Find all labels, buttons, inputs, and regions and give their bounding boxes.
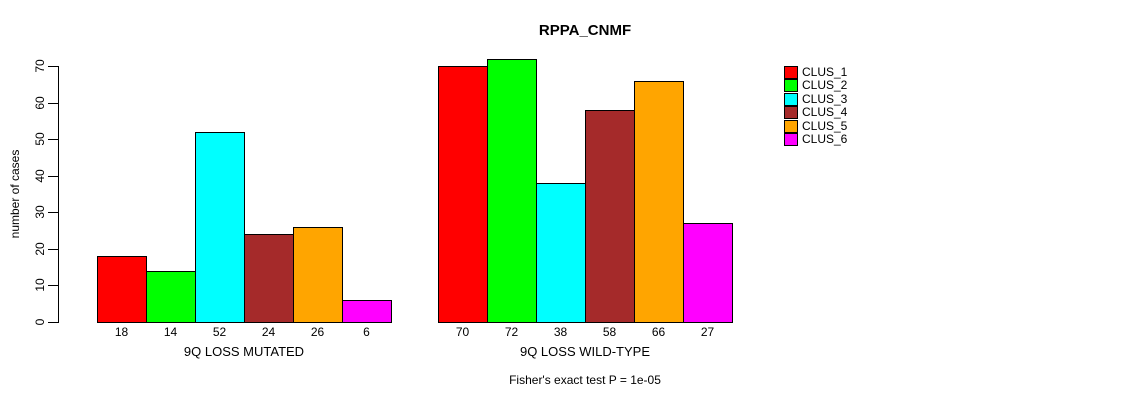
legend-item-clus_1: CLUS_1 (784, 66, 847, 79)
y-tick (48, 139, 58, 140)
bar-value-label: 38 (553, 325, 568, 339)
y-tick-label: 60 (33, 96, 47, 110)
bar-clus_2-group1 (146, 271, 196, 323)
bar-clus_4-group1 (244, 234, 294, 323)
legend: CLUS_1 CLUS_2 CLUS_3 CLUS_4 CLUS_5 CLUS_6 (784, 66, 904, 156)
legend-swatch-clus_4 (784, 106, 798, 119)
bar-clus_3-group1 (195, 132, 245, 323)
legend-swatch-clus_6 (784, 133, 798, 146)
y-tick (48, 176, 58, 177)
bar-value-label: 27 (700, 325, 715, 339)
y-axis-line (58, 66, 59, 323)
y-tick-label: 10 (33, 278, 47, 292)
bar-clus_2-group2 (487, 59, 537, 323)
legend-item-clus_6: CLUS_6 (784, 133, 847, 146)
y-tick (48, 322, 58, 323)
y-tick (48, 66, 58, 67)
legend-swatch-clus_2 (784, 79, 798, 92)
y-tick-label: 70 (33, 59, 47, 73)
x-group-label-wild-type: 9Q LOSS WILD-TYPE (519, 344, 651, 359)
footnote-fisher-test: Fisher's exact test P = 1e-05 (509, 373, 661, 387)
legend-label: CLUS_5 (802, 119, 848, 133)
bar-value-label: 66 (651, 325, 666, 339)
y-tick-label: 0 (33, 318, 47, 326)
legend-label: CLUS_3 (802, 92, 848, 106)
bar-value-label: 26 (310, 325, 325, 339)
bar-value-label: 24 (261, 325, 276, 339)
y-tick-label: 50 (33, 132, 47, 146)
legend-swatch-clus_1 (784, 66, 798, 79)
legend-label: CLUS_4 (802, 105, 848, 119)
legend-item-clus_5: CLUS_5 (784, 120, 847, 133)
legend-label: CLUS_6 (802, 132, 848, 146)
bar-value-label: 6 (363, 325, 370, 339)
y-tick-label: 20 (33, 242, 47, 256)
bar-clus_4-group2 (585, 110, 635, 323)
y-tick-label: 40 (33, 169, 47, 183)
bar-clus_1-group2 (438, 66, 488, 323)
bar-clus_5-group2 (634, 81, 684, 323)
y-tick (48, 249, 58, 250)
y-tick (48, 212, 58, 213)
chart-title: RPPA_CNMF (538, 22, 632, 39)
legend-swatch-clus_5 (784, 120, 798, 133)
legend-item-clus_2: CLUS_2 (784, 79, 847, 92)
bar-value-label: 58 (602, 325, 617, 339)
bar-clus_1-group1 (97, 256, 147, 323)
bar-clus_6-group2 (683, 223, 733, 323)
legend-item-clus_3: CLUS_3 (784, 93, 847, 106)
bar-value-label: 52 (212, 325, 227, 339)
legend-item-clus_4: CLUS_4 (784, 106, 847, 119)
y-tick-label: 30 (33, 205, 47, 219)
y-axis-label: number of cases (8, 149, 22, 239)
bar-clus_3-group2 (536, 183, 586, 323)
bar-clus_6-group1 (342, 300, 392, 323)
bar-value-label: 18 (114, 325, 129, 339)
y-tick (48, 103, 58, 104)
bar-value-label: 70 (455, 325, 470, 339)
x-group-label-mutated: 9Q LOSS MUTATED (183, 344, 305, 359)
bar-value-label: 14 (163, 325, 178, 339)
bar-value-label: 72 (504, 325, 519, 339)
y-tick (48, 285, 58, 286)
bar-clus_5-group1 (293, 227, 343, 323)
legend-label: CLUS_1 (802, 65, 848, 79)
legend-label: CLUS_2 (802, 78, 848, 92)
legend-swatch-clus_3 (784, 93, 798, 106)
